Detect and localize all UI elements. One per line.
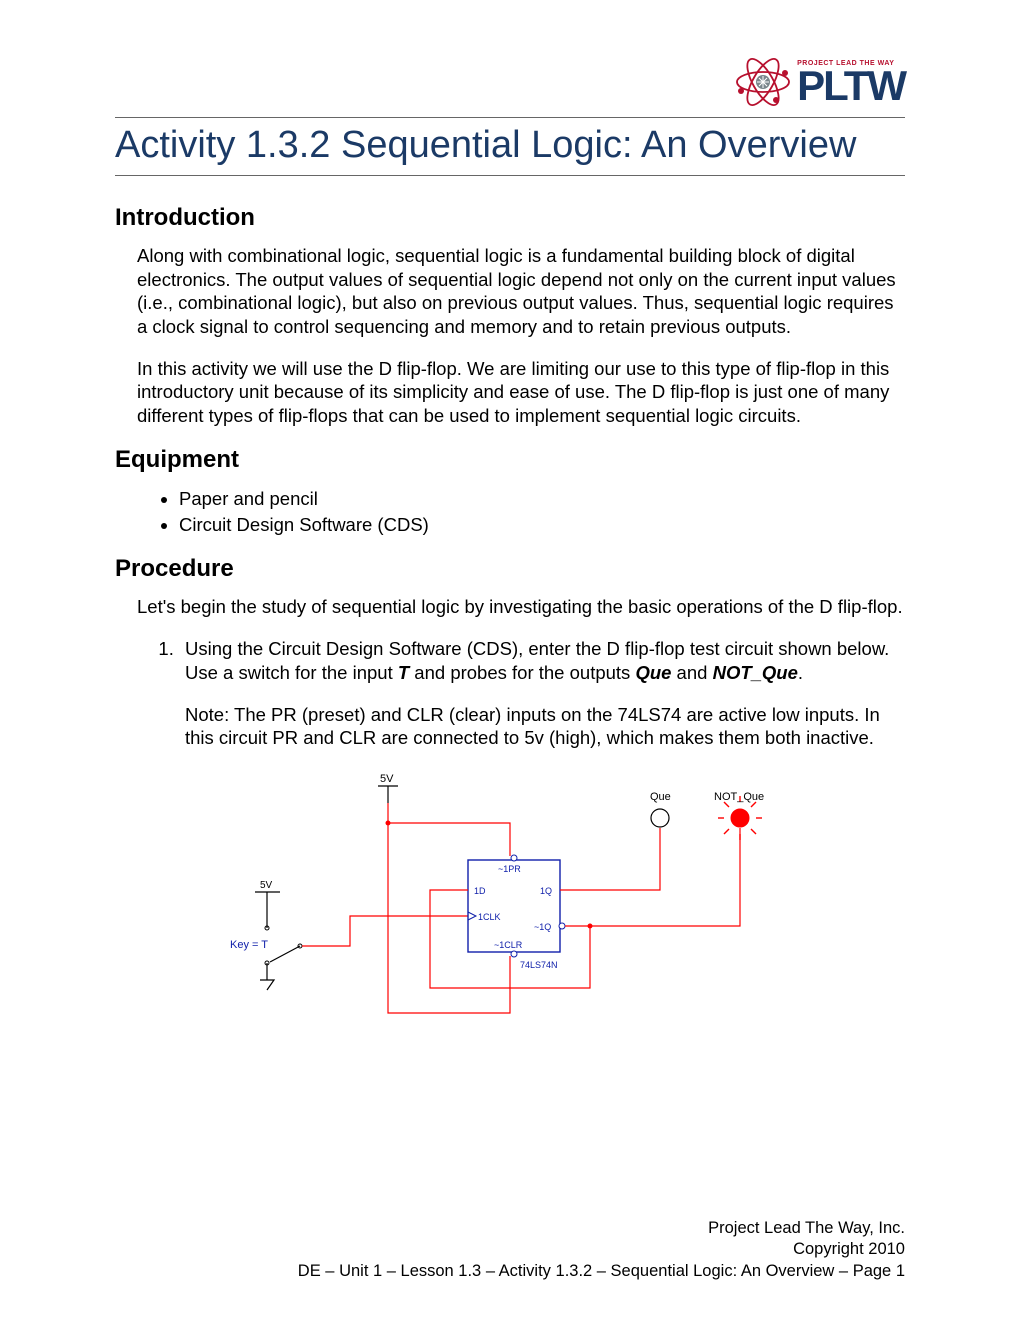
pltw-logo: PROJECT LEAD THE WAY PLTW: [733, 55, 905, 109]
label-5v-left: 5V: [260, 880, 273, 891]
heading-procedure: Procedure: [115, 555, 905, 583]
equipment-item: Circuit Design Software (CDS): [179, 512, 905, 538]
label-1q: 1Q: [540, 886, 552, 896]
heading-equipment: Equipment: [115, 446, 905, 474]
label-part: 74LS74N: [520, 960, 558, 970]
label-not-que: NOT_Que: [714, 791, 764, 803]
footer-line-3: DE – Unit 1 – Lesson 1.3 – Activity 1.3.…: [115, 1261, 905, 1282]
procedure-intro: Let's begin the study of sequential logi…: [137, 595, 905, 619]
step1-instruction: Using the Circuit Design Software (CDS),…: [185, 637, 905, 684]
intro-paragraph-1: Along with combinational logic, sequenti…: [137, 244, 905, 339]
label-1d: 1D: [474, 886, 486, 896]
procedure-list: Using the Circuit Design Software (CDS),…: [137, 637, 905, 750]
label-5v-top: 5V: [380, 773, 394, 785]
label-pr: ~1PR: [498, 864, 521, 874]
probe-que: [651, 809, 669, 827]
step1-note: Note: The PR (preset) and CLR (clear) in…: [185, 703, 905, 750]
footer-line-2: Copyright 2010: [115, 1239, 905, 1260]
footer-line-1: Project Lead The Way, Inc.: [115, 1218, 905, 1239]
equipment-list: Paper and pencil Circuit Design Software…: [115, 486, 905, 538]
rule-bottom: [115, 175, 905, 176]
atom-icon: [733, 55, 793, 109]
logo-acronym: PLTW: [797, 67, 905, 105]
intro-paragraph-2: In this activity we will use the D flip-…: [137, 357, 905, 428]
label-que: Que: [650, 791, 671, 803]
page-title: Activity 1.3.2 Sequential Logic: An Over…: [115, 124, 905, 167]
label-n1q: ~1Q: [534, 922, 551, 932]
label-key: Key = T: [230, 939, 268, 951]
page-footer: Project Lead The Way, Inc. Copyright 201…: [115, 1218, 905, 1282]
logo-region: PROJECT LEAD THE WAY PLTW: [115, 55, 905, 109]
circuit-diagram: 5V 5V Key = T: [115, 768, 905, 1038]
rule-top: [115, 117, 905, 118]
heading-introduction: Introduction: [115, 204, 905, 232]
label-clr: ~1CLR: [494, 940, 523, 950]
procedure-step-1: Using the Circuit Design Software (CDS),…: [179, 637, 905, 750]
equipment-item: Paper and pencil: [179, 486, 905, 512]
label-clk: 1CLK: [478, 912, 501, 922]
